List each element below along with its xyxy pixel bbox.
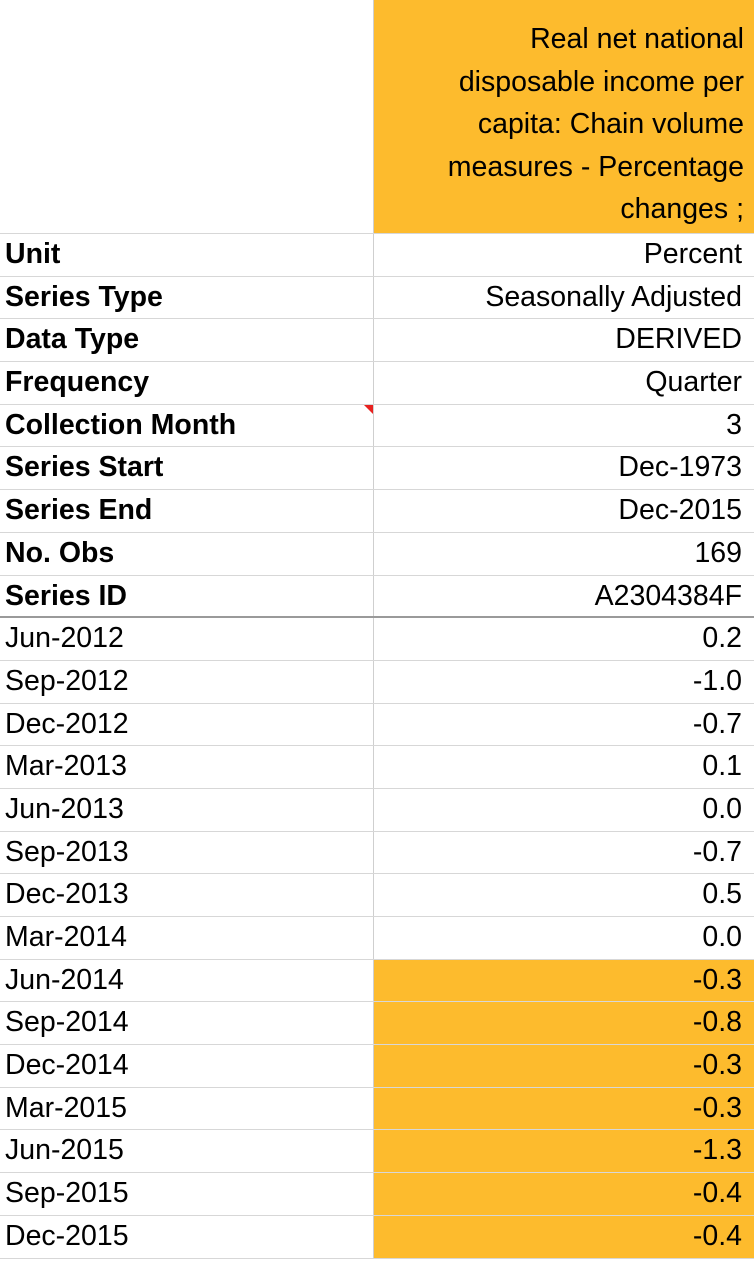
metadata-label[interactable]: Unit [0,234,374,276]
series-title-cell[interactable]: Real net national disposable income per … [374,0,754,233]
observation-row: Dec-2014 -0.3 [0,1045,754,1088]
observation-row: Sep-2015 -0.4 [0,1173,754,1216]
header-empty-cell[interactable] [0,0,374,233]
observation-date[interactable]: Dec-2015 [0,1215,374,1258]
metadata-row: Series ID A2304384F [0,575,754,619]
observation-row: Dec-2012 -0.7 [0,703,754,747]
observation-date[interactable]: Dec-2014 [0,1045,374,1087]
metadata-value[interactable]: DERIVED [615,323,742,356]
observation-row: Sep-2014 -0.8 [0,1002,754,1046]
metadata-value[interactable]: Dec-2015 [618,494,742,527]
observation-date[interactable]: Sep-2015 [0,1173,374,1215]
observation-value[interactable]: 0.0 [702,921,742,953]
observation-date[interactable]: Sep-2013 [0,831,374,874]
metadata-label[interactable]: Series ID [0,575,374,617]
metadata-row: Collection Month 3 [0,404,754,448]
observation-row: Jun-2015 -1.3 [0,1130,754,1174]
observation-date[interactable]: Dec-2012 [0,703,374,746]
metadata-row: Series Type Seasonally Adjusted [0,276,754,320]
metadata-row: No. Obs 169 [0,532,754,576]
observation-row: Jun-2012 0.2 [0,618,754,661]
metadata-label-with-comment[interactable]: Collection Month [0,404,374,447]
observation-value[interactable]: 0.5 [702,878,742,911]
observation-row: Mar-2014 0.0 [0,917,754,960]
metadata-label[interactable]: No. Obs [0,532,374,575]
metadata-label[interactable]: Frequency [0,362,374,404]
observations-section: Jun-2012 0.2 Sep-2012 -1.0 Dec-2012 -0.7… [0,618,754,1259]
header-row: Real net national disposable income per … [0,0,754,234]
metadata-label[interactable]: Series Start [0,447,374,490]
observation-date[interactable]: Jun-2013 [0,788,374,831]
metadata-row: Frequency Quarter [0,362,754,405]
observation-row: Jun-2014 -0.3 [0,959,754,1003]
highlighted-observation-value[interactable]: -0.3 [374,1045,754,1087]
comment-indicator-icon[interactable] [364,404,373,414]
observation-value[interactable]: -0.7 [692,835,742,868]
highlighted-observation-value[interactable]: -0.4 [374,1215,754,1258]
observation-date[interactable]: Jun-2015 [0,1130,374,1173]
observation-value[interactable]: 0.0 [702,792,742,825]
highlighted-observation-value[interactable]: -0.3 [374,959,754,1002]
observation-row: Dec-2015 -0.4 [0,1215,754,1259]
observation-row: Jun-2013 0.0 [0,788,754,832]
metadata-label[interactable]: Data Type [0,319,374,362]
observation-date[interactable]: Mar-2015 [0,1087,374,1130]
metadata-value[interactable]: Dec-1973 [618,451,742,484]
observation-date[interactable]: Mar-2014 [0,917,374,959]
metadata-value[interactable]: Quarter [645,366,742,399]
observation-date[interactable]: Jun-2012 [0,618,374,660]
observation-value[interactable]: -0.7 [692,707,742,740]
metadata-value[interactable]: 169 [694,536,742,569]
observation-date[interactable]: Dec-2013 [0,874,374,916]
metadata-label[interactable]: Series Type [0,276,374,319]
metadata-row: Data Type DERIVED [0,319,754,363]
observation-row: Sep-2013 -0.7 [0,831,754,875]
highlighted-observation-value[interactable]: -0.4 [374,1173,754,1215]
observation-row: Dec-2013 0.5 [0,874,754,917]
observation-value[interactable]: -1.0 [692,664,742,697]
observation-date[interactable]: Sep-2014 [0,1002,374,1045]
metadata-label[interactable]: Series End [0,490,374,532]
observation-value[interactable]: 0.1 [702,750,742,783]
metadata-section: Unit Percent Series Type Seasonally Adju… [0,234,754,619]
metadata-row: Series End Dec-2015 [0,490,754,533]
metadata-row: Unit Percent [0,234,754,277]
observation-date[interactable]: Jun-2014 [0,959,374,1002]
observation-row: Mar-2013 0.1 [0,746,754,789]
highlighted-observation-value[interactable]: -1.3 [374,1130,754,1173]
metadata-value[interactable]: Seasonally Adjusted [485,280,742,313]
metadata-value[interactable]: A2304384F [594,579,742,612]
observation-date[interactable]: Sep-2012 [0,660,374,703]
observation-row: Mar-2015 -0.3 [0,1087,754,1131]
metadata-row: Series Start Dec-1973 [0,447,754,491]
observation-date[interactable]: Mar-2013 [0,746,374,788]
observation-value[interactable]: 0.2 [702,622,742,655]
metadata-label: Collection Month [5,408,237,441]
observation-row: Sep-2012 -1.0 [0,660,754,704]
highlighted-observation-value[interactable]: -0.8 [374,1002,754,1045]
metadata-value[interactable]: 3 [726,408,742,441]
highlighted-observation-value[interactable]: -0.3 [374,1087,754,1130]
metadata-value[interactable]: Percent [643,238,742,270]
